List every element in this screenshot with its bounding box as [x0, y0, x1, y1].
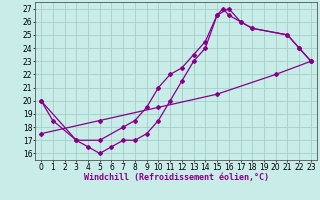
X-axis label: Windchill (Refroidissement éolien,°C): Windchill (Refroidissement éolien,°C)	[84, 173, 268, 182]
